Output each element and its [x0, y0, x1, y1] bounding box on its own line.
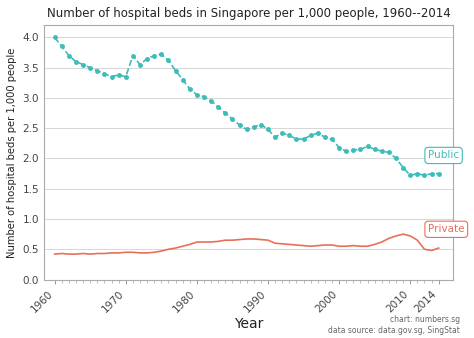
Text: chart: numbers.sg
data source: data.gov.sg, SingStat: chart: numbers.sg data source: data.gov.… [328, 315, 460, 335]
Y-axis label: Number of hospital beds per 1,000 people: Number of hospital beds per 1,000 people [7, 47, 17, 258]
X-axis label: Year: Year [234, 317, 263, 331]
Title: Number of hospital beds in Singapore per 1,000 people, 1960--2014: Number of hospital beds in Singapore per… [46, 7, 450, 20]
Text: Private: Private [428, 224, 465, 234]
Text: Public: Public [428, 150, 459, 161]
